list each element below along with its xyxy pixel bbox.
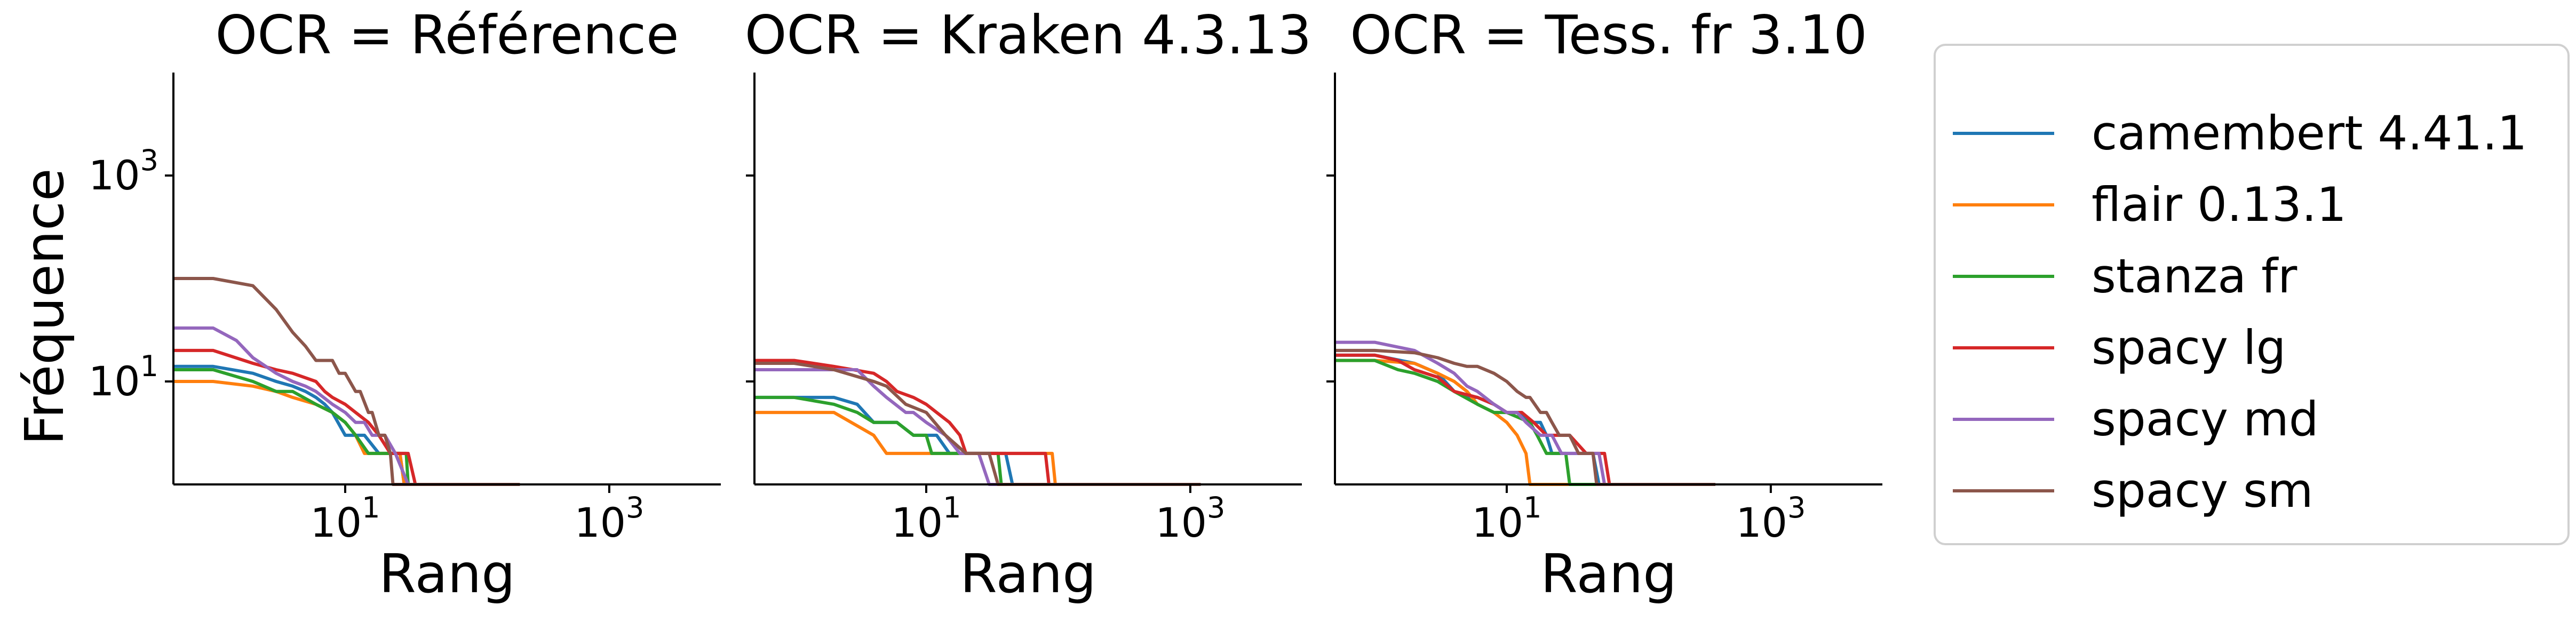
y-tick-label: 101 — [89, 349, 158, 405]
series-line-spacy-lg — [173, 348, 520, 486]
y-tick-label-base: 10 — [89, 357, 140, 405]
series-line-spacy-md — [1335, 340, 1715, 486]
x-tick-label-exponent: 3 — [1787, 491, 1806, 524]
x-axis-label: Rang — [379, 543, 515, 605]
panel-title: OCR = Tess. fr 3.10 — [1350, 4, 1867, 66]
series-line-spacy-lg — [754, 359, 1201, 486]
legend-label: spacy md — [2092, 392, 2319, 447]
panel-title: OCR = Référence — [216, 4, 679, 66]
y-axis-label: Fréquence — [13, 169, 76, 445]
x-tick-label-exponent: 1 — [943, 491, 961, 524]
x-tick-label-exponent: 3 — [1207, 491, 1225, 524]
series-line-spacy-sm — [1335, 348, 1715, 486]
x-tick-label: 103 — [1736, 491, 1806, 546]
x-tick-label-base: 10 — [310, 499, 362, 546]
legend-label: camembert 4.41.1 — [2092, 106, 2527, 161]
x-tick-label: 101 — [310, 491, 380, 546]
x-tick-label: 101 — [891, 491, 961, 546]
series-line-camembert-4-41-1 — [754, 395, 1201, 486]
series-line-stanza-fr — [173, 368, 520, 486]
x-tick-label-base: 10 — [1155, 499, 1207, 546]
x-tick-label: 103 — [574, 491, 644, 546]
x-tick-label: 103 — [1155, 491, 1225, 546]
legend-label: flair 0.13.1 — [2092, 177, 2347, 232]
y-tick-label-exponent: 3 — [140, 144, 158, 177]
x-axis-label: Rang — [1540, 543, 1676, 605]
series-line-flair-0-13-1 — [173, 380, 520, 486]
y-tick-label: 103 — [89, 144, 158, 199]
series-line-spacy-md — [754, 368, 1201, 486]
x-tick-label: 101 — [1472, 491, 1541, 546]
series-line-spacy-sm — [173, 277, 520, 486]
x-tick-label-base: 10 — [574, 499, 626, 546]
legend-label: spacy lg — [2092, 320, 2286, 375]
series-line-stanza-fr — [754, 395, 1201, 486]
panel-title: OCR = Kraken 4.3.13 — [745, 4, 1311, 66]
legend: camembert 4.41.1 flair 0.13.1 stanza fr spa… — [1934, 44, 2570, 545]
x-tick-label-base: 10 — [1472, 499, 1523, 546]
x-tick-label-exponent: 1 — [1523, 491, 1541, 524]
y-tick-label-exponent: 1 — [140, 349, 158, 383]
series-line-spacy-sm — [754, 362, 1201, 486]
x-tick-label-exponent: 1 — [362, 491, 380, 524]
x-tick-label-exponent: 3 — [626, 491, 644, 524]
series-line-flair-0-13-1 — [754, 411, 1201, 486]
legend-box — [1934, 44, 2570, 545]
x-tick-label-base: 10 — [891, 499, 943, 546]
legend-label: stanza fr — [2092, 249, 2297, 304]
x-tick-label-base: 10 — [1736, 499, 1787, 546]
legend-items: camembert 4.41.1 flair 0.13.1 stanza fr spa… — [1953, 106, 2527, 518]
legend-label: spacy sm — [2092, 463, 2313, 518]
y-tick-label-base: 10 — [89, 152, 140, 199]
x-axis-label: Rang — [960, 543, 1096, 605]
